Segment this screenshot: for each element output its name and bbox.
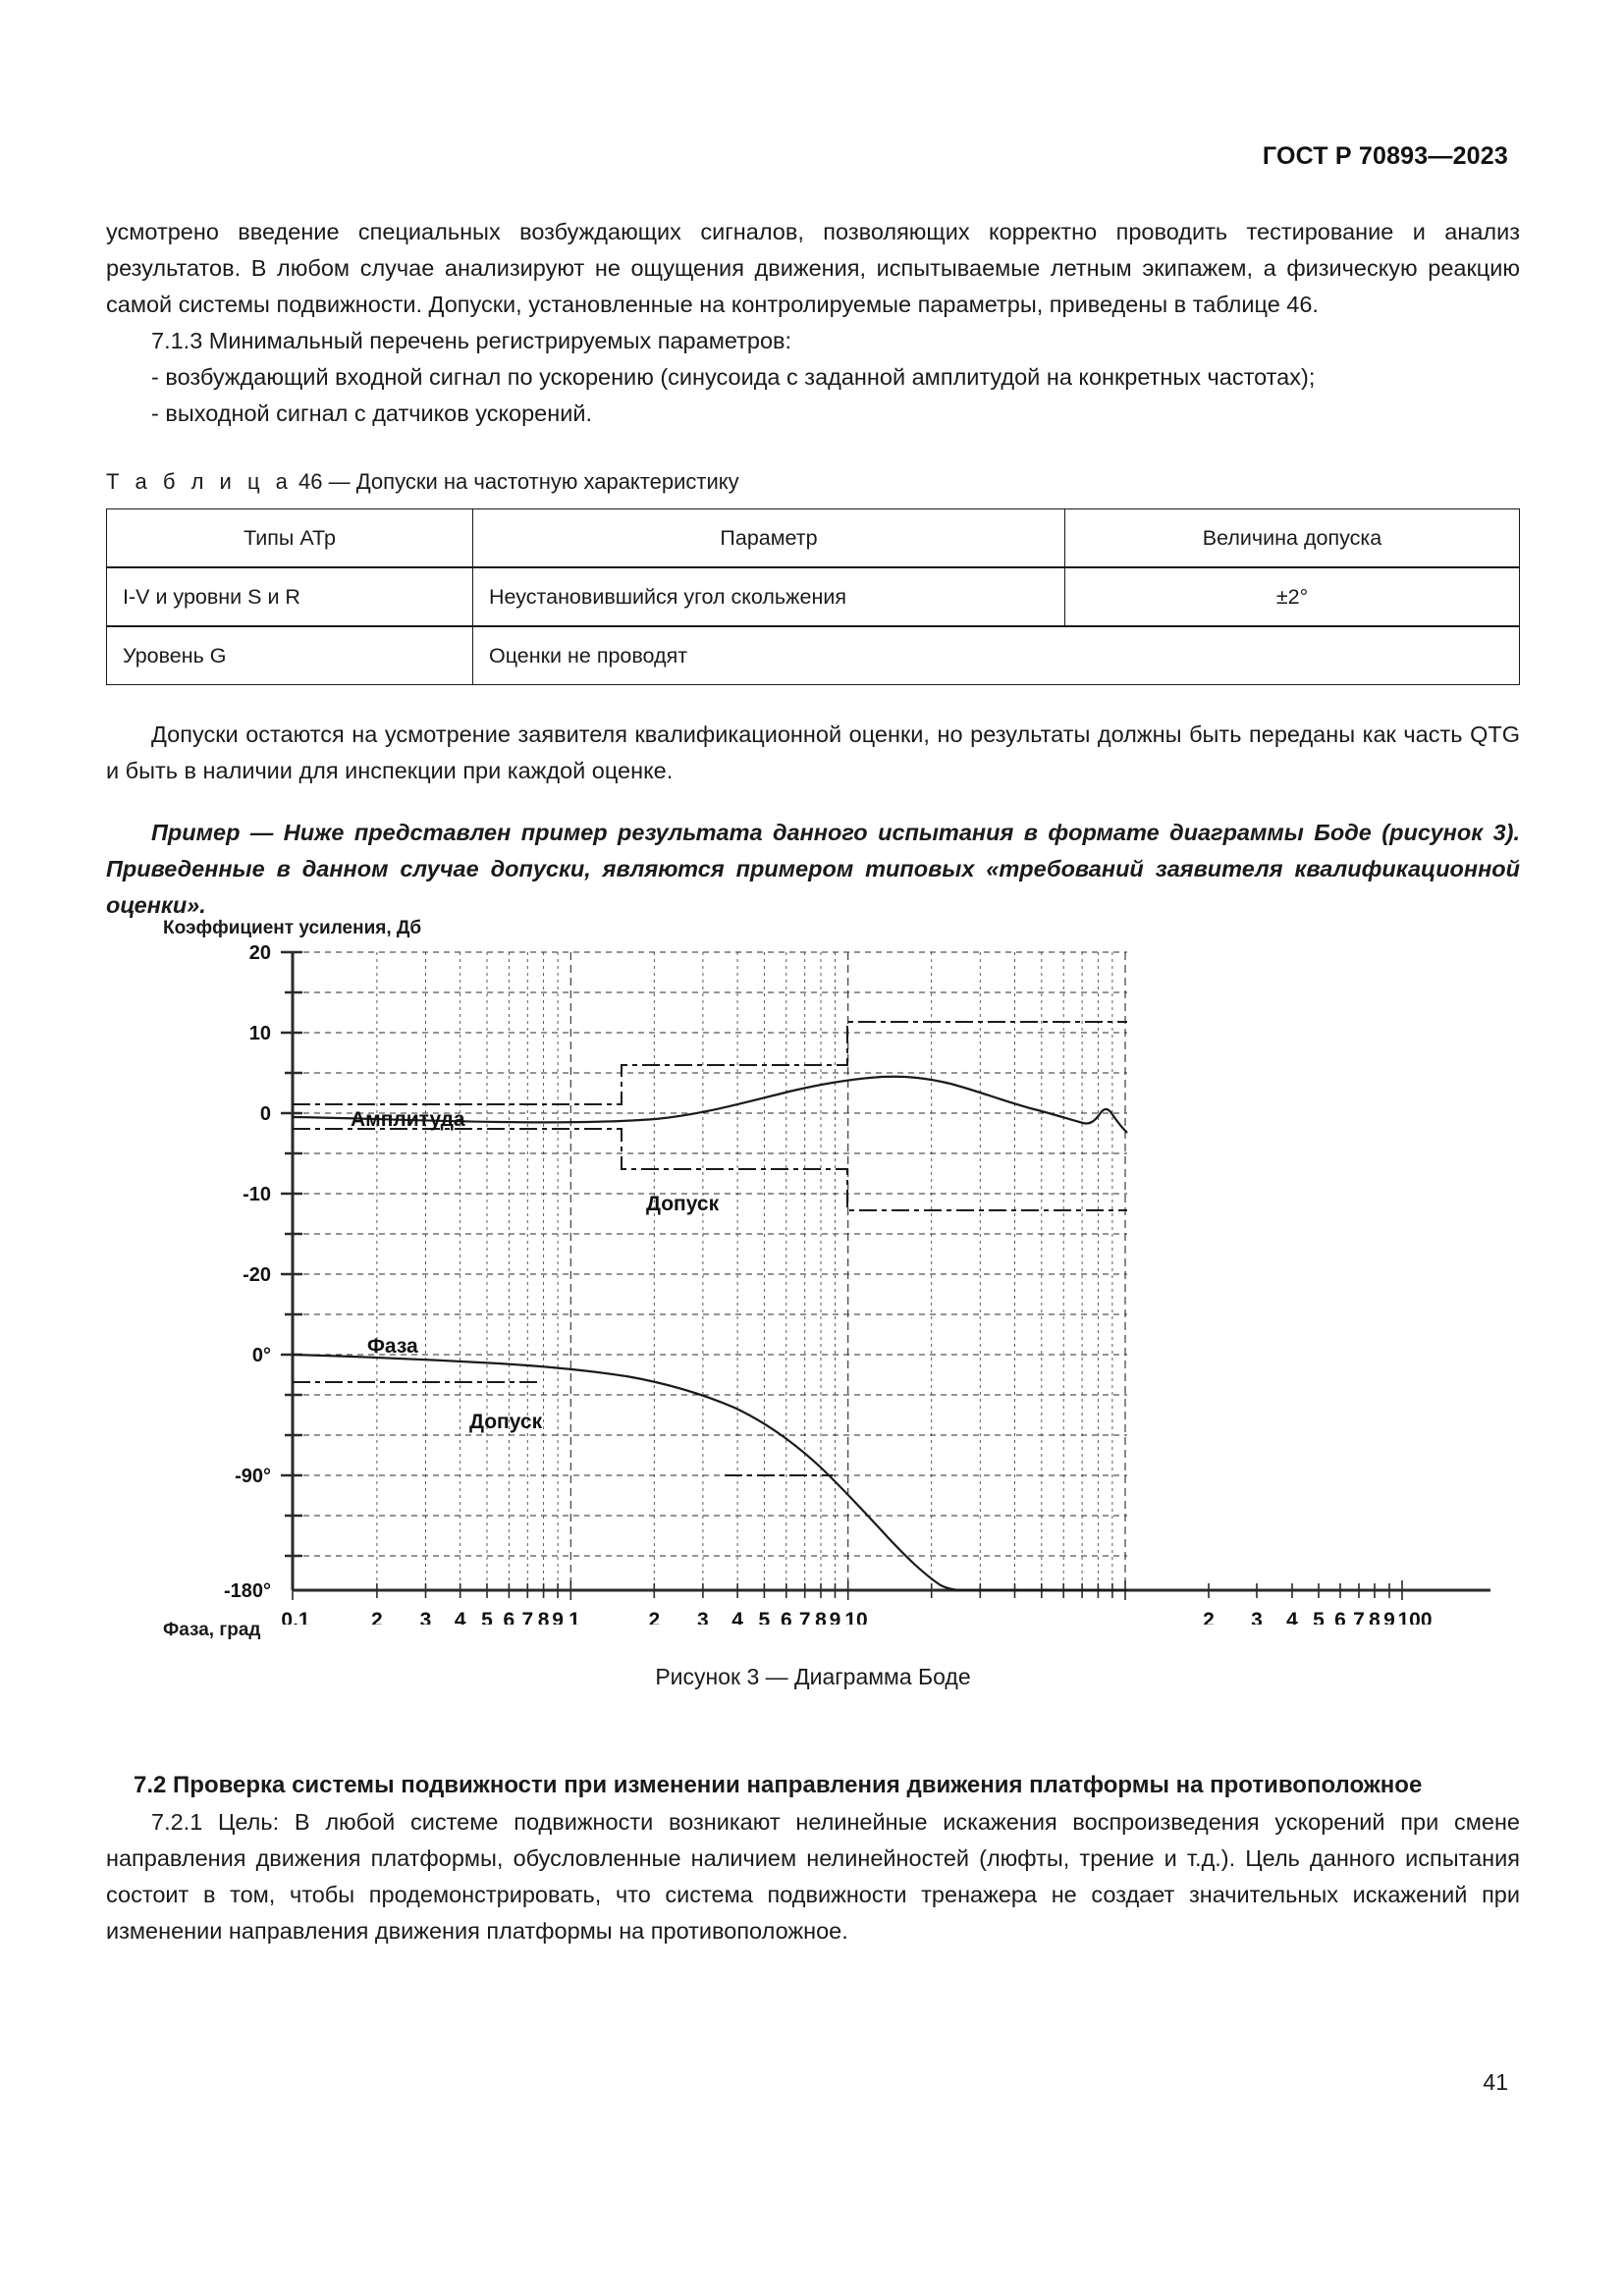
table-46-caption: Т а б л и ц а 46 — Допуски на частотную … [106, 467, 1520, 497]
col-header-tolerance-value: Величина допуска [1064, 508, 1520, 568]
x-tick-d3-3: 3 [1251, 1609, 1263, 1625]
section-7-2-heading: 7.2 Проверка системы подвижности при изм… [134, 1772, 1423, 1798]
table-caption-dash: — [328, 469, 351, 494]
x-tick-d3-8: 8 [1369, 1609, 1380, 1625]
cell-parameter: Оценки не проводят [472, 625, 1520, 685]
document-standard-header: ГОСТ Р 70893—2023 [1262, 142, 1508, 170]
figure-3-caption: Рисунок 3 — Диаграмма Боде [655, 1664, 971, 1689]
amplitude-curve [292, 1075, 1128, 1134]
x-tick-d3-4: 4 [1286, 1609, 1298, 1625]
chart-y-ticks [281, 950, 302, 1558]
cell-atp-types: I-V и уровни S и R [106, 566, 473, 627]
x-tick-d3-7: 7 [1353, 1609, 1365, 1625]
y-tick-0: 0 [260, 1103, 271, 1125]
clause-7-1-3: 7.1.3 Минимальный перечень регистрируемы… [151, 328, 792, 353]
annotation-amplitude: Амплитуда [351, 1108, 465, 1131]
x-tick-d1-6: 6 [504, 1609, 515, 1625]
x-tick-d2-9: 9 [830, 1609, 841, 1625]
clause-7-2-1: 7.2.1 Цель: В любой системе подвижности … [106, 1809, 1520, 1944]
figure-3-bode-diagram: Коэффициент усиления, Дб [106, 918, 1520, 1689]
y-tick-minus20: -20 [243, 1264, 271, 1286]
bullet-input-signal: - возбуждающий входной сигнал по ускорен… [151, 364, 1316, 390]
y-tick-20: 20 [249, 942, 271, 964]
bullet-output-signal: - выходной сигнал с датчиков ускорений. [151, 400, 592, 426]
y-tick-minus180deg: -180° [224, 1580, 271, 1602]
amplitude-tolerance-lower [293, 1128, 1127, 1211]
example-note: Пример — Ниже представлен пример результ… [106, 820, 1520, 918]
y-tick-minus90deg: -90° [235, 1466, 271, 1487]
x-tick-d1-7: 7 [521, 1609, 533, 1625]
table-caption-number: 46 [298, 469, 323, 494]
annotation-phase: Фаза [367, 1335, 418, 1358]
x-tick-d2-5: 5 [759, 1609, 771, 1625]
col-header-parameter: Параметр [472, 508, 1065, 568]
annotation-tolerance-amplitude: Допуск [646, 1193, 720, 1215]
x-tick-d3-5: 5 [1313, 1609, 1325, 1625]
x-tick-d2-7: 7 [799, 1609, 811, 1625]
x-tick-0-1: 0,1 [281, 1609, 310, 1625]
y-tick-0deg: 0° [252, 1345, 271, 1366]
table-46-tolerances: Типы АТр Параметр Величина допуска I-V и… [106, 508, 1520, 685]
chart-grid [293, 951, 1127, 1590]
x-tick-d2-8: 8 [815, 1609, 827, 1625]
y-tick-10: 10 [249, 1023, 271, 1044]
x-tick-d2-6: 6 [781, 1609, 792, 1625]
y-tick-minus10: -10 [243, 1184, 271, 1205]
paragraph-after-table: Допуски остаются на усмотрение заявителя… [106, 721, 1520, 783]
chart-x-ticks [292, 1580, 1403, 1600]
chart-y-tick-labels: 20 10 0 -10 -20 0° -90° -180° [224, 942, 271, 1602]
phase-curve [292, 1353, 1127, 1592]
table-header-row: Типы АТр Параметр Величина допуска [106, 508, 1520, 568]
cell-tolerance: ±2° [1064, 566, 1520, 627]
x-tick-d2-4: 4 [731, 1609, 743, 1625]
paragraph-continued: усмотрено введение специальных возбуждаю… [106, 219, 1520, 317]
upper-content-block: усмотрено введение специальных возбуждаю… [106, 214, 1520, 924]
x-tick-d3-2: 2 [1203, 1609, 1215, 1625]
x-tick-d1-9: 9 [552, 1609, 564, 1625]
x-tick-d1-3: 3 [420, 1609, 432, 1625]
x-tick-d1-4: 4 [455, 1609, 466, 1625]
x-tick-d3-9: 9 [1383, 1609, 1395, 1625]
x-tick-d2-3: 3 [697, 1609, 709, 1625]
cell-atp-types: Уровень G [106, 625, 473, 685]
chart-axes [291, 952, 1490, 1592]
table-caption-title: Допуски на частотную характеристику [355, 469, 739, 494]
chart-y-axis-title: Коэффициент усиления, Дб [163, 918, 422, 938]
chart-annotations: Амплитуда Допуск Фаза Допуск [351, 1108, 720, 1433]
chart-x-axis-title: Фаза, град [163, 1620, 261, 1640]
x-tick-d1-2: 2 [371, 1609, 383, 1625]
x-tick-d2-2: 2 [648, 1609, 660, 1625]
bode-chart: 20 10 0 -10 -20 0° -90° -180° [224, 942, 1490, 1625]
col-header-atp-types: Типы АТр [106, 508, 473, 568]
cell-parameter: Неустановившийся угол скольжения [472, 566, 1065, 627]
page-number: 41 [1483, 2069, 1508, 2095]
amplitude-tolerance-upper [293, 1021, 1127, 1105]
table-row: I-V и уровни S и R Неустановившийся угол… [106, 566, 1520, 627]
lower-content-block: 7.2 Проверка системы подвижности при изм… [106, 1767, 1520, 1949]
x-tick-d1-5: 5 [481, 1609, 493, 1625]
chart-x-tick-labels: 0,1 2 3 4 5 6 7 8 9 1 2 3 4 5 6 7 8 9 10… [281, 1609, 1432, 1625]
table-row: Уровень G Оценки не проводят [106, 625, 1520, 685]
x-tick-1: 1 [568, 1609, 580, 1625]
table-caption-word: Т а б л и ц а [106, 469, 293, 494]
x-tick-d3-6: 6 [1334, 1609, 1346, 1625]
x-tick-d1-8: 8 [538, 1609, 550, 1625]
x-tick-100: 100 [1397, 1609, 1432, 1625]
annotation-tolerance-phase: Допуск [469, 1411, 543, 1433]
x-tick-10: 10 [844, 1609, 867, 1625]
